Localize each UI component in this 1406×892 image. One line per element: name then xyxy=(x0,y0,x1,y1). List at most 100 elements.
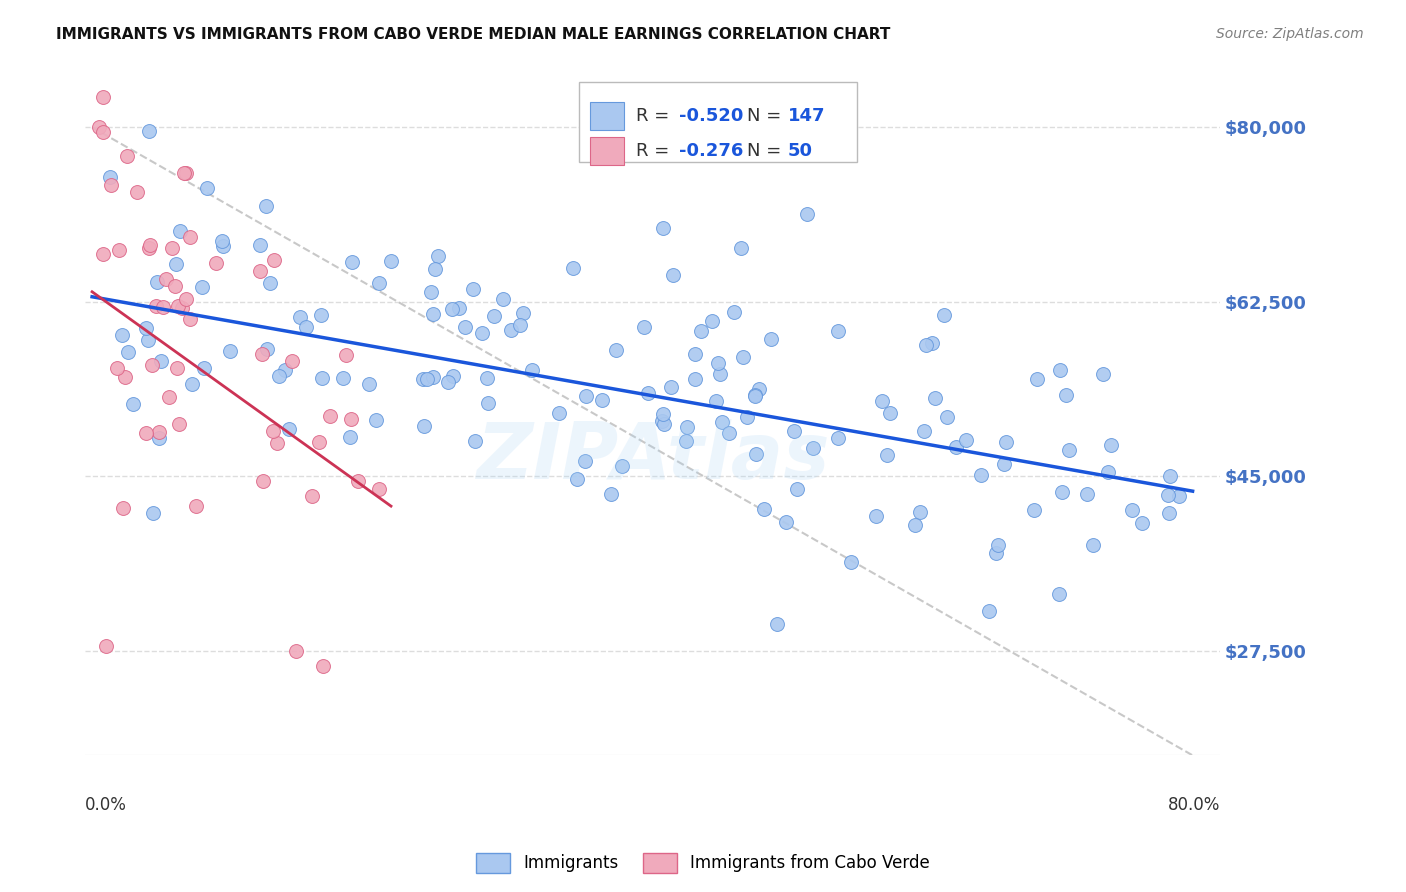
Bar xyxy=(579,82,856,162)
Point xyxy=(745,447,768,461)
Point xyxy=(912,424,935,438)
Point xyxy=(169,224,191,238)
Point xyxy=(865,508,887,523)
Point xyxy=(318,409,340,424)
Point xyxy=(252,474,274,488)
Point xyxy=(904,517,927,532)
Point xyxy=(651,407,673,421)
Point xyxy=(420,285,443,300)
Point xyxy=(471,326,494,340)
Point xyxy=(179,230,201,244)
Text: IMMIGRANTS VS IMMIGRANTS FROM CABO VERDE MEDIAN MALE EARNINGS CORRELATION CHART: IMMIGRANTS VS IMMIGRANTS FROM CABO VERDE… xyxy=(56,27,890,42)
Point xyxy=(752,502,775,516)
Point xyxy=(659,380,682,394)
Point xyxy=(1083,538,1105,552)
Point xyxy=(839,555,862,569)
Point xyxy=(827,324,849,338)
Point xyxy=(145,299,167,313)
Point xyxy=(1057,442,1080,457)
Point xyxy=(367,277,389,291)
Point xyxy=(149,353,172,368)
Point xyxy=(977,604,1000,618)
Point xyxy=(263,253,285,268)
Point xyxy=(987,538,1010,552)
Point xyxy=(652,221,675,235)
Point xyxy=(94,639,117,653)
Point xyxy=(138,238,160,252)
Point xyxy=(685,372,707,386)
Text: 0.0%: 0.0% xyxy=(86,796,127,814)
Point xyxy=(548,406,571,420)
Point xyxy=(100,178,122,193)
Point xyxy=(876,448,898,462)
Point xyxy=(801,441,824,455)
Point xyxy=(284,643,307,657)
Point xyxy=(249,264,271,278)
Point xyxy=(723,305,745,319)
Point xyxy=(1130,516,1153,530)
Point xyxy=(173,166,195,180)
Point xyxy=(454,319,477,334)
Point xyxy=(475,371,498,385)
Point xyxy=(610,458,633,473)
Point xyxy=(717,425,740,440)
Point xyxy=(561,260,583,275)
Point xyxy=(1056,387,1078,401)
Point xyxy=(501,323,523,337)
Point xyxy=(512,306,534,320)
Point xyxy=(294,320,316,334)
Point xyxy=(249,238,271,252)
Point xyxy=(112,500,135,515)
Point xyxy=(170,301,193,315)
Point xyxy=(259,277,281,291)
Point xyxy=(441,368,464,383)
Point xyxy=(274,363,297,377)
Point xyxy=(167,299,190,313)
Text: -0.520: -0.520 xyxy=(679,107,742,125)
Point xyxy=(915,338,938,352)
Point xyxy=(267,369,290,384)
Point xyxy=(166,360,188,375)
Point xyxy=(652,417,675,431)
Point xyxy=(301,489,323,503)
Point xyxy=(704,394,727,409)
Point xyxy=(115,149,138,163)
Point xyxy=(464,434,486,448)
Point xyxy=(148,431,170,445)
Point xyxy=(651,414,673,428)
Text: R =: R = xyxy=(636,142,675,160)
Legend: Immigrants, Immigrants from Cabo Verde: Immigrants, Immigrants from Cabo Verde xyxy=(470,847,936,880)
Point xyxy=(193,360,215,375)
Point xyxy=(707,356,730,370)
Point xyxy=(311,371,333,385)
Point xyxy=(155,272,177,286)
Bar xyxy=(591,102,624,130)
Point xyxy=(675,434,697,448)
Point xyxy=(995,435,1018,450)
Point xyxy=(179,312,201,326)
Point xyxy=(190,280,212,294)
Point xyxy=(364,413,387,427)
Point xyxy=(633,319,655,334)
Point xyxy=(160,241,183,255)
Point xyxy=(117,344,139,359)
Point xyxy=(730,241,752,255)
Point xyxy=(731,351,754,365)
Text: -0.276: -0.276 xyxy=(679,142,742,160)
Point xyxy=(744,388,766,402)
Point xyxy=(1168,489,1191,503)
Text: Source: ZipAtlas.com: Source: ZipAtlas.com xyxy=(1216,27,1364,41)
Point xyxy=(218,344,240,359)
Point xyxy=(1097,466,1119,480)
Point xyxy=(921,335,943,350)
Point xyxy=(423,261,446,276)
Text: 147: 147 xyxy=(787,107,825,125)
Point xyxy=(786,483,808,497)
Point xyxy=(422,370,444,384)
Point xyxy=(748,382,770,396)
Point xyxy=(1050,484,1073,499)
Point xyxy=(91,125,114,139)
Point xyxy=(1076,486,1098,500)
Point xyxy=(599,486,621,500)
Text: N =: N = xyxy=(747,107,787,125)
